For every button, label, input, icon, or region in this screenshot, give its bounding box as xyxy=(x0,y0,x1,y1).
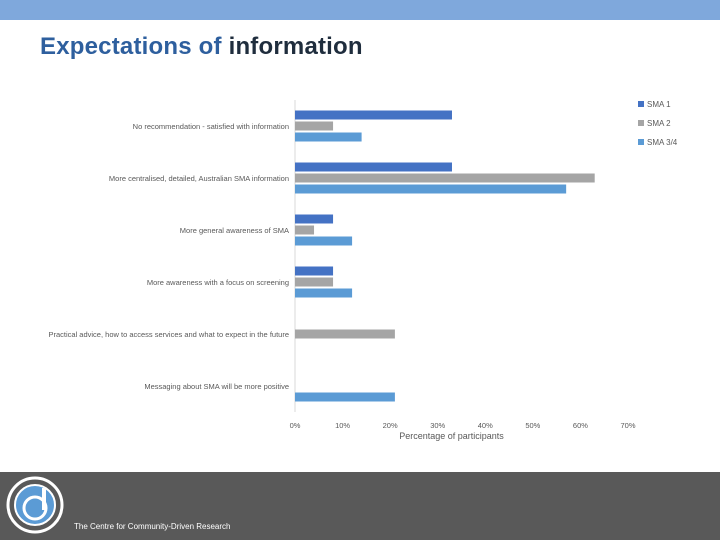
x-axis-title: Percentage of participants xyxy=(399,431,504,441)
x-tick-label: 0% xyxy=(290,421,301,430)
bar-sma-1-1 xyxy=(295,162,452,172)
bar-sma-2-2 xyxy=(295,225,315,235)
bar-sma-3-4-3 xyxy=(295,288,353,298)
x-tick-label: 30% xyxy=(430,421,445,430)
slide-title: Expectations of information xyxy=(40,33,363,61)
category-label: No recommendation - satisfied with infor… xyxy=(133,122,289,131)
category-label: More general awareness of SMA xyxy=(180,226,289,235)
legend-swatch xyxy=(638,101,644,107)
bar-sma-2-3 xyxy=(295,277,334,287)
legend-label: SMA 3/4 xyxy=(647,138,678,147)
footer-bar: The Centre for Community-Driven Research xyxy=(0,472,720,540)
bar-sma-2-4 xyxy=(295,329,395,339)
organization-logo xyxy=(6,476,64,534)
legend-swatch xyxy=(638,120,644,126)
title-part2: information xyxy=(228,33,363,60)
bar-sma-1-3 xyxy=(295,266,334,276)
footer-text: The Centre for Community-Driven Research xyxy=(74,522,231,531)
category-label: Practical advice, how to access services… xyxy=(48,330,289,339)
bar-sma-2-1 xyxy=(295,173,595,183)
category-label: More awareness with a focus on screening xyxy=(147,278,289,287)
x-tick-label: 60% xyxy=(573,421,588,430)
x-tick-label: 50% xyxy=(525,421,540,430)
x-tick-label: 70% xyxy=(620,421,635,430)
x-tick-label: 10% xyxy=(335,421,350,430)
bar-chart: No recommendation - satisfied with infor… xyxy=(48,100,678,441)
legend-label: SMA 2 xyxy=(647,119,671,128)
legend-label: SMA 1 xyxy=(647,100,671,109)
bar-sma-3-4-5 xyxy=(295,392,395,402)
bar-sma-3-4-2 xyxy=(295,236,353,246)
title-part1: Expectations of xyxy=(40,33,222,60)
bar-sma-1-2 xyxy=(295,214,334,224)
category-label: More centralised, detailed, Australian S… xyxy=(109,174,289,183)
bar-sma-2-0 xyxy=(295,121,334,131)
bar-sma-1-0 xyxy=(295,110,452,120)
x-tick-label: 20% xyxy=(383,421,398,430)
bar-sma-3-4-1 xyxy=(295,184,567,194)
category-label: Messaging about SMA will be more positiv… xyxy=(144,382,289,391)
legend-swatch xyxy=(638,139,644,145)
x-tick-label: 40% xyxy=(478,421,493,430)
bar-sma-3-4-0 xyxy=(295,132,362,142)
top-band xyxy=(0,0,720,20)
